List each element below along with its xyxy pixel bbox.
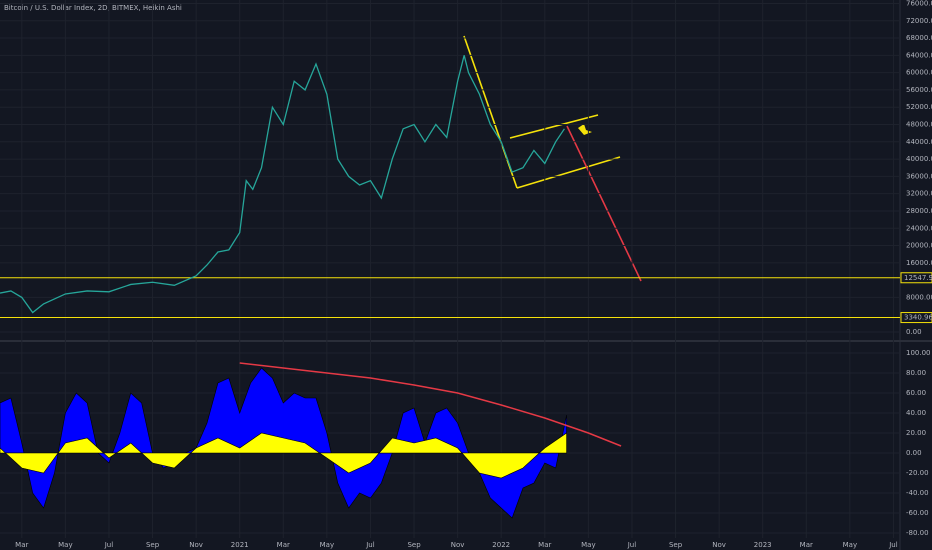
x-tick-label: Mar — [277, 541, 290, 549]
price-line — [0, 55, 565, 314]
y-tick-label: 60000.00 — [906, 69, 932, 77]
y-tick-label: 68000.00 — [906, 34, 932, 42]
y-tick-label: 48000.00 — [906, 121, 932, 129]
x-tick-label: May — [58, 541, 72, 549]
level-label: 12547.93 — [904, 274, 932, 282]
x-tick-label: 2022 — [492, 541, 510, 549]
x-tick-label: May — [581, 541, 595, 549]
y-tick-label: 40.00 — [906, 409, 926, 417]
x-tick-label: Nov — [189, 541, 203, 549]
drawings — [463, 35, 642, 282]
trend-line — [239, 362, 622, 447]
y-tick-label: 24000.00 — [906, 224, 932, 232]
x-tick-label: May — [320, 541, 334, 549]
x-tick-label: May — [843, 541, 857, 549]
level-label: 3340.96 — [904, 314, 932, 322]
x-tick-label: Sep — [407, 541, 421, 549]
projection — [566, 125, 642, 282]
y-tick-label: -80.00 — [906, 529, 929, 537]
y-tick-label: 40000.00 — [906, 155, 932, 163]
y-tick-label: 20.00 — [906, 429, 926, 437]
y-tick-label: 16000.00 — [906, 259, 932, 267]
channel-top — [509, 114, 599, 139]
y-tick-label: 56000.00 — [906, 86, 932, 94]
y-tick-label: 80.00 — [906, 369, 926, 377]
x-tick-label: Mar — [15, 541, 28, 549]
y-tick-label: 72000.00 — [906, 17, 932, 25]
y-tick-label: 32000.00 — [906, 190, 932, 198]
x-tick-label: Sep — [669, 541, 683, 549]
x-tick-label: Jul — [888, 541, 898, 549]
y-tick-label: -40.00 — [906, 489, 929, 497]
x-tick-label: Mar — [538, 541, 551, 549]
y-tick-label: 0.00 — [906, 449, 922, 457]
x-tick-label: Mar — [800, 541, 813, 549]
y-tick-label: 36000.00 — [906, 172, 932, 180]
y-tick-label: 28000.00 — [906, 207, 932, 215]
y-tick-label: 76000.00 — [906, 0, 932, 7]
y-tick-label: 64000.00 — [906, 51, 932, 59]
y-tick-label: 44000.00 — [906, 138, 932, 146]
x-tick-label: Jul — [627, 541, 637, 549]
x-tick-label: Sep — [146, 541, 160, 549]
y-tick-label: 8000.00 — [906, 293, 932, 301]
x-tick-label: Jul — [104, 541, 114, 549]
y-tick-label: 100.00 — [906, 349, 931, 357]
x-tick-label: 2023 — [754, 541, 772, 549]
y-tick-label: 60.00 — [906, 389, 926, 397]
y-tick-label: 0.00 — [906, 328, 922, 336]
y-tick-label: -20.00 — [906, 469, 929, 477]
channel-bottom — [516, 156, 621, 189]
x-tick-label: Nov — [712, 541, 726, 549]
level-badge — [900, 312, 932, 324]
x-tick-label: Nov — [451, 541, 465, 549]
x-tick-label: 2021 — [231, 541, 249, 549]
y-tick-label: -60.00 — [906, 509, 929, 517]
y-tick-label: 20000.00 — [906, 242, 932, 250]
chart-title: Bitcoin / U.S. Dollar Index, 2D, BITMEX,… — [4, 4, 182, 12]
y-tick-label: 52000.00 — [906, 103, 932, 111]
osc-area — [0, 432, 567, 479]
level-badge — [900, 272, 932, 284]
x-tick-label: Jul — [365, 541, 375, 549]
